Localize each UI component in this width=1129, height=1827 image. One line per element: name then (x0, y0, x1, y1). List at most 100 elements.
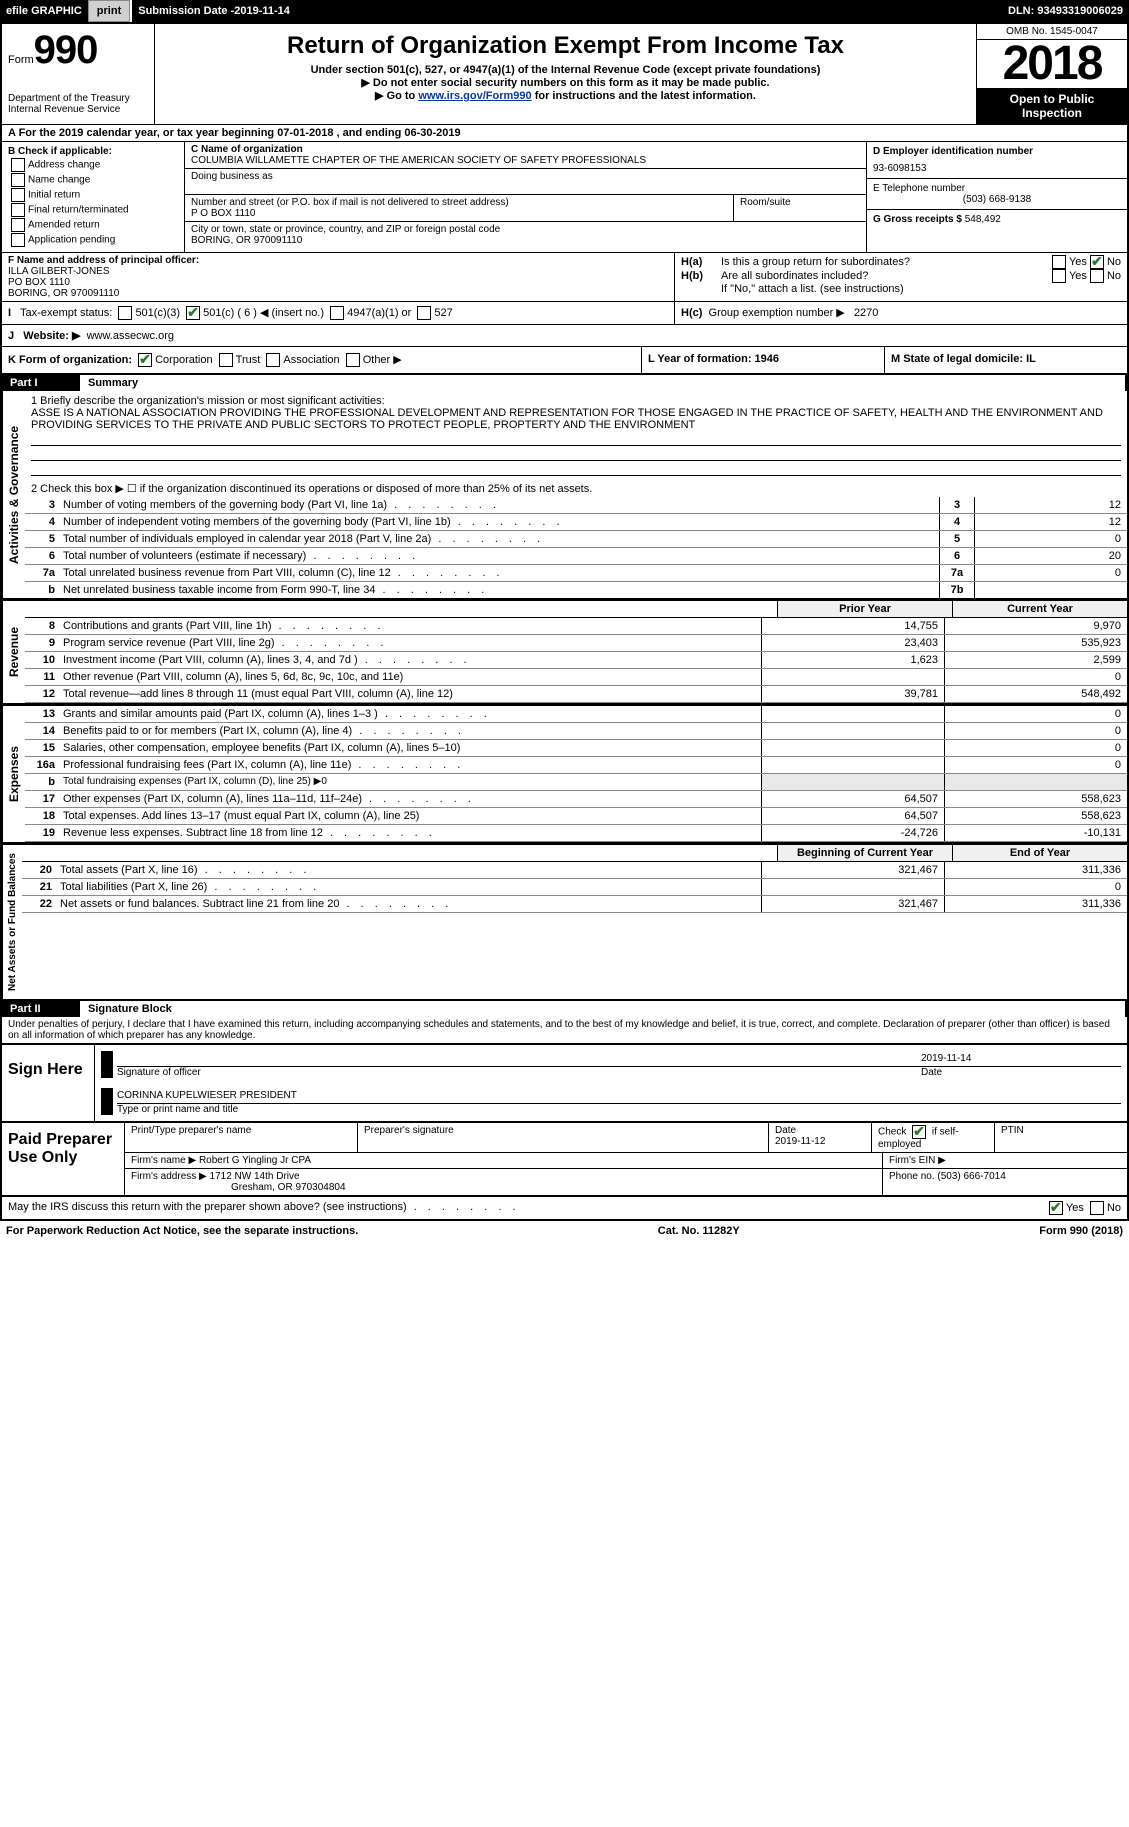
ln6-text: Total number of volunteers (estimate if … (59, 548, 939, 564)
ln21-b: 0 (944, 879, 1127, 895)
prep-date-value: 2019-11-12 (775, 1136, 865, 1147)
ln10-num: 10 (25, 652, 59, 668)
state-domicile: M State of legal domicile: IL (891, 353, 1036, 365)
revenue-section: Revenue Prior YearCurrent Year 8Contribu… (0, 599, 1129, 704)
j-text: Website: ▶ (23, 330, 80, 342)
gross-value: 548,492 (965, 214, 1001, 225)
firm-ein-label: Firm's EIN ▶ (883, 1153, 1127, 1168)
ln17-prior: 64,507 (761, 791, 944, 807)
hb-no[interactable] (1090, 269, 1104, 283)
part-2-num: Part II (10, 1003, 80, 1015)
instruction-1: ▶ Do not enter social security numbers o… (165, 76, 966, 89)
row-j: J Website: ▶ www.assecwc.org (0, 325, 1129, 347)
row-klm: K Form of organization: Corporation Trus… (0, 347, 1129, 375)
ln13-prior (761, 706, 944, 722)
chk-501c[interactable] (186, 306, 200, 320)
chk-label-3: Final return/terminated (28, 205, 129, 216)
gross-label: G Gross receipts $ (873, 214, 965, 225)
chk-amended[interactable] (11, 218, 25, 232)
chk-527[interactable] (417, 306, 431, 320)
ln15-text: Salaries, other compensation, employee b… (59, 740, 761, 756)
end-year-head: End of Year (952, 845, 1127, 861)
activities-governance-section: Activities & Governance 1 Briefly descri… (0, 391, 1129, 599)
chk-address-change[interactable] (11, 158, 25, 172)
name-title-label: Type or print name and title (117, 1104, 1121, 1115)
f-label: F Name and address of principal officer: (8, 255, 668, 266)
ln7b-box: 7b (939, 582, 975, 598)
prior-year-head: Prior Year (777, 601, 952, 617)
irs-link[interactable]: www.irs.gov/Form990 (418, 90, 531, 102)
ln5-box: 5 (939, 531, 975, 547)
discuss-no[interactable] (1090, 1201, 1104, 1215)
i-text: Tax-exempt status: (20, 307, 112, 319)
ln9-text: Program service revenue (Part VIII, line… (59, 635, 761, 651)
ln6-val: 20 (975, 548, 1127, 564)
ln18-num: 18 (25, 808, 59, 824)
h-section: H(a) Is this a group return for subordin… (675, 253, 1127, 301)
chk-4947[interactable] (330, 306, 344, 320)
chk-name-change[interactable] (11, 173, 25, 187)
ln5-val: 0 (975, 531, 1127, 547)
net-assets-section: Net Assets or Fund Balances Beginning of… (0, 843, 1129, 1001)
opt-501c: 501(c) ( 6 ) ◀ (insert no.) (203, 307, 324, 319)
chk-501c3[interactable] (118, 306, 132, 320)
ln4-box: 4 (939, 514, 975, 530)
ln12-prior: 39,781 (761, 686, 944, 702)
year-formation: L Year of formation: 1946 (648, 353, 779, 365)
ha-yes[interactable] (1052, 255, 1066, 269)
part-1-title: Summary (80, 375, 1127, 391)
ln8-text: Contributions and grants (Part VIII, lin… (59, 618, 761, 634)
preparer-sig-label: Preparer's signature (358, 1123, 769, 1152)
ln3-box: 3 (939, 497, 975, 513)
instruction-2: ▶ Go to www.irs.gov/Form990 for instruct… (165, 89, 966, 102)
dln: DLN: 93493319006029 (1002, 0, 1129, 22)
ln21-num: 21 (22, 879, 56, 895)
dba-label: Doing business as (191, 171, 860, 182)
footer-left: For Paperwork Reduction Act Notice, see … (6, 1225, 358, 1237)
ptin-label: PTIN (995, 1123, 1127, 1152)
form-prefix: Form (8, 54, 34, 66)
ln13-current: 0 (944, 706, 1127, 722)
ln22-b: 311,336 (944, 896, 1127, 912)
ln22-num: 22 (22, 896, 56, 912)
ln12-num: 12 (25, 686, 59, 702)
ln7a-box: 7a (939, 565, 975, 581)
chk-other[interactable] (346, 353, 360, 367)
row-i: I Tax-exempt status: 501(c)(3) 501(c) ( … (0, 301, 1129, 325)
ln7b-text: Net unrelated business taxable income fr… (59, 582, 939, 598)
chk-self-employed[interactable] (912, 1125, 926, 1139)
blank-line-2 (31, 446, 1121, 461)
part-1-num: Part I (10, 377, 80, 389)
chk-final-return[interactable] (11, 203, 25, 217)
ln13-text: Grants and similar amounts paid (Part IX… (59, 706, 761, 722)
part-2-header: Part II Signature Block (0, 1001, 1129, 1017)
submission-date: Submission Date - 2019-11-14 (132, 0, 296, 22)
officer-name-title: CORINNA KUPELWIESER PRESIDENT (117, 1088, 1121, 1104)
opt-assoc: Association (283, 354, 339, 366)
print-button[interactable]: print (88, 0, 130, 22)
sub-label: Submission Date - (138, 5, 234, 17)
preparer-name-label: Print/Type preparer's name (125, 1123, 358, 1152)
chk-trust[interactable] (219, 353, 233, 367)
ln5-text: Total number of individuals employed in … (59, 531, 939, 547)
hb-yes[interactable] (1052, 269, 1066, 283)
vtext-governance: Activities & Governance (2, 391, 25, 598)
ha-no[interactable] (1090, 255, 1104, 269)
ein-value: 93-6098153 (873, 163, 1121, 174)
discuss-yes[interactable] (1049, 1201, 1063, 1215)
chk-label-2: Initial return (28, 190, 80, 201)
ln19-current: -10,131 (944, 825, 1127, 841)
ln12-current: 548,492 (944, 686, 1127, 702)
chk-app-pending[interactable] (11, 233, 25, 247)
signature-block: Sign Here 2019-11-14 Signature of office… (0, 1043, 1129, 1123)
ln3-text: Number of voting members of the governin… (59, 497, 939, 513)
ln19-num: 19 (25, 825, 59, 841)
col-b-checkboxes: B Check if applicable: Address change Na… (2, 142, 185, 252)
mission-text: ASSE IS A NATIONAL ASSOCIATION PROVIDING… (31, 407, 1121, 431)
chk-initial-return[interactable] (11, 188, 25, 202)
chk-corp[interactable] (138, 353, 152, 367)
ln8-current: 9,970 (944, 618, 1127, 634)
chk-assoc[interactable] (266, 353, 280, 367)
org-name: COLUMBIA WILLAMETTE CHAPTER OF THE AMERI… (191, 155, 860, 166)
sig-date-value: 2019-11-14 (921, 1053, 1121, 1064)
